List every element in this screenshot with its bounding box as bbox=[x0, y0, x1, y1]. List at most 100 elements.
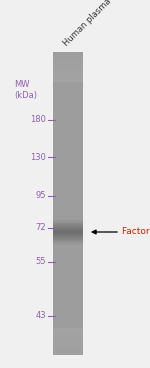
Bar bbox=[53, 128, 83, 131]
Bar bbox=[53, 52, 83, 56]
Bar bbox=[53, 134, 83, 137]
Bar bbox=[53, 98, 83, 101]
Bar bbox=[53, 228, 83, 231]
Text: Factor XI: Factor XI bbox=[122, 227, 150, 237]
Bar bbox=[53, 291, 83, 295]
Bar bbox=[53, 79, 83, 83]
Bar bbox=[53, 243, 83, 247]
Text: 130: 130 bbox=[30, 152, 46, 162]
Bar bbox=[53, 273, 83, 277]
Bar bbox=[53, 179, 83, 183]
Bar bbox=[53, 231, 83, 232]
Text: Human plasma: Human plasma bbox=[62, 0, 113, 48]
Text: 43: 43 bbox=[35, 311, 46, 321]
Bar bbox=[53, 220, 83, 221]
Bar bbox=[53, 340, 83, 343]
Bar bbox=[53, 349, 83, 353]
Bar bbox=[53, 267, 83, 270]
Bar bbox=[53, 309, 83, 313]
Bar bbox=[53, 225, 83, 228]
Bar bbox=[53, 113, 83, 116]
Bar bbox=[53, 206, 83, 210]
Bar bbox=[53, 219, 83, 220]
Bar bbox=[53, 249, 83, 252]
Bar bbox=[53, 227, 83, 229]
Bar bbox=[53, 234, 83, 236]
Bar bbox=[53, 176, 83, 180]
Bar bbox=[53, 52, 83, 355]
Bar bbox=[53, 241, 83, 242]
Bar bbox=[53, 307, 83, 310]
Bar bbox=[53, 209, 83, 213]
Bar bbox=[53, 270, 83, 274]
Bar bbox=[53, 204, 83, 207]
Bar bbox=[53, 158, 83, 162]
Bar bbox=[53, 231, 83, 233]
Bar bbox=[53, 244, 83, 245]
Bar bbox=[53, 73, 83, 77]
Bar bbox=[53, 110, 83, 113]
Bar bbox=[53, 222, 83, 225]
Bar bbox=[53, 219, 83, 222]
Bar bbox=[53, 201, 83, 204]
Bar bbox=[53, 231, 83, 234]
Bar bbox=[53, 170, 83, 174]
Bar bbox=[53, 285, 83, 289]
Bar bbox=[53, 294, 83, 298]
Text: 72: 72 bbox=[35, 223, 46, 233]
Bar bbox=[53, 161, 83, 164]
Bar bbox=[53, 218, 83, 219]
Bar bbox=[53, 88, 83, 92]
Bar bbox=[53, 243, 83, 245]
Bar bbox=[53, 258, 83, 262]
Bar bbox=[53, 137, 83, 140]
Bar bbox=[53, 55, 83, 59]
Bar bbox=[53, 242, 83, 244]
Bar bbox=[53, 122, 83, 125]
Bar bbox=[53, 276, 83, 280]
Bar bbox=[53, 289, 83, 292]
Bar bbox=[53, 312, 83, 316]
Bar bbox=[53, 255, 83, 259]
Bar bbox=[53, 223, 83, 225]
Bar bbox=[53, 152, 83, 156]
Bar bbox=[53, 140, 83, 144]
Bar bbox=[53, 70, 83, 74]
Bar bbox=[53, 173, 83, 177]
Bar bbox=[53, 100, 83, 104]
Text: MW
(kDa): MW (kDa) bbox=[14, 80, 37, 100]
Bar bbox=[53, 64, 83, 68]
Bar bbox=[53, 331, 83, 334]
Bar bbox=[53, 149, 83, 152]
Bar bbox=[53, 346, 83, 350]
Text: 95: 95 bbox=[36, 191, 46, 201]
Bar bbox=[53, 237, 83, 240]
Bar bbox=[53, 95, 83, 98]
Bar bbox=[53, 146, 83, 149]
Bar bbox=[53, 238, 83, 239]
Bar bbox=[53, 316, 83, 319]
Bar bbox=[53, 191, 83, 195]
Bar bbox=[53, 228, 83, 229]
Bar bbox=[53, 61, 83, 65]
Bar bbox=[53, 236, 83, 237]
Bar bbox=[53, 107, 83, 110]
Bar bbox=[53, 225, 83, 227]
Bar bbox=[53, 67, 83, 71]
Bar bbox=[53, 264, 83, 268]
Bar bbox=[53, 328, 83, 331]
Bar bbox=[53, 252, 83, 255]
Bar bbox=[53, 185, 83, 189]
Bar bbox=[53, 194, 83, 198]
Bar bbox=[53, 167, 83, 171]
Bar bbox=[53, 216, 83, 219]
Bar bbox=[53, 188, 83, 192]
Bar bbox=[53, 337, 83, 340]
Bar bbox=[53, 76, 83, 80]
Bar bbox=[53, 223, 83, 224]
Bar bbox=[53, 164, 83, 168]
Bar bbox=[53, 230, 83, 231]
Text: 180: 180 bbox=[30, 116, 46, 124]
Bar bbox=[53, 91, 83, 95]
Bar bbox=[53, 222, 83, 223]
